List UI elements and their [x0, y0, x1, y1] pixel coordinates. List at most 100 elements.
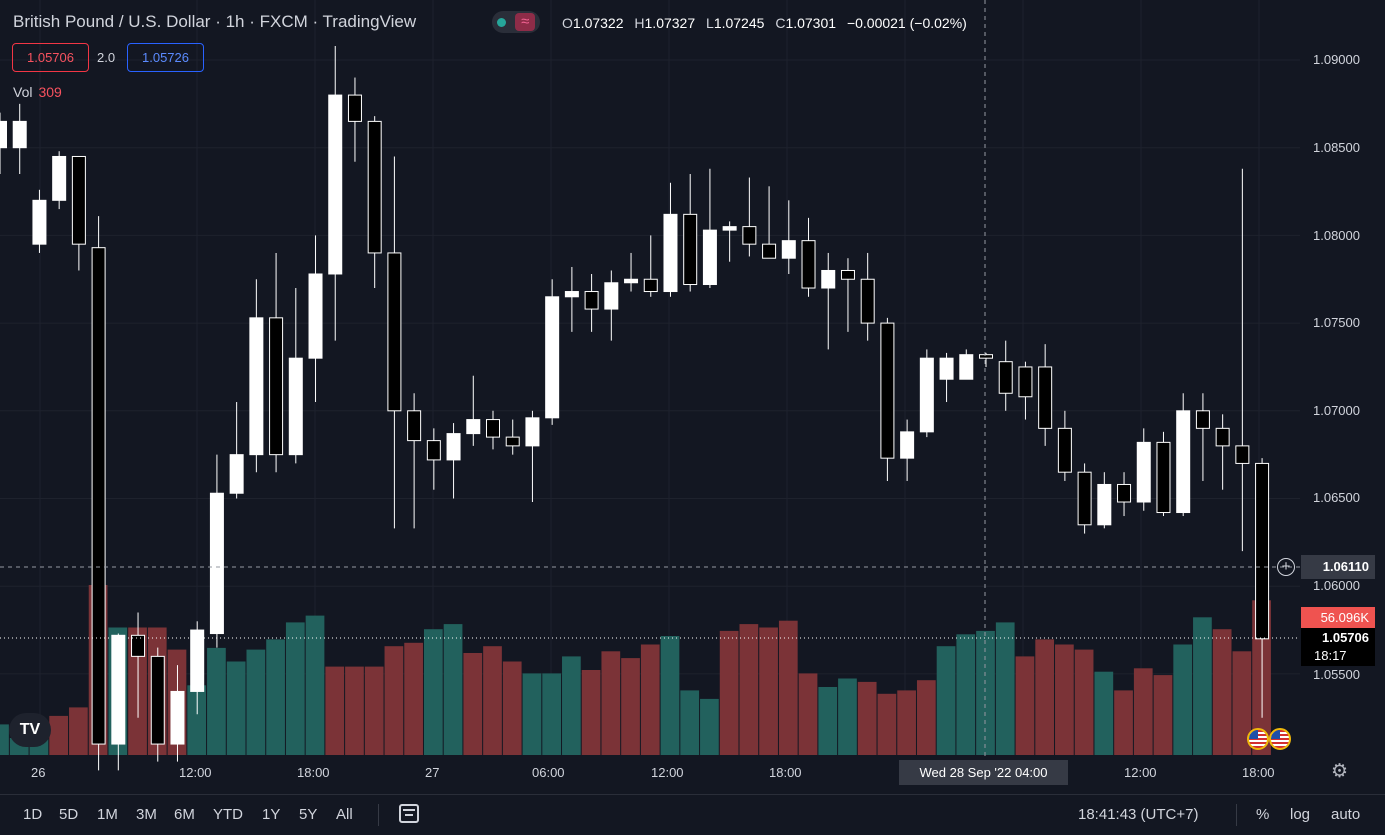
candle-body — [1018, 366, 1033, 398]
volume-legend[interactable]: Vol 309 — [13, 84, 62, 100]
ohlc-legend: O1.07322 H1.07327 L1.07245 C1.07301 −0.0… — [562, 15, 974, 31]
range-5y-button[interactable]: 5Y — [299, 806, 318, 823]
candle-body — [959, 354, 974, 380]
range-ytd-button[interactable]: YTD — [213, 806, 243, 823]
volume-bar — [285, 622, 305, 755]
candle-body — [1077, 471, 1092, 526]
time-tick: 12:00 — [179, 765, 212, 780]
high-label: H — [634, 15, 645, 31]
candle-body — [821, 269, 836, 289]
market-status[interactable]: ≈ — [492, 11, 540, 33]
candle-body — [939, 357, 954, 380]
volume-bar — [838, 678, 857, 755]
candle-body — [1176, 410, 1191, 514]
change-value: −0.00021 (−0.02%) — [846, 15, 967, 31]
candle-body — [328, 94, 343, 275]
candle-body — [880, 322, 895, 459]
price-tick: 1.07000 — [1313, 403, 1360, 418]
range-1d-button[interactable]: 1D — [23, 806, 43, 823]
time-tick: 06:00 — [532, 765, 565, 780]
candle-body — [801, 240, 816, 289]
range-5d-button[interactable]: 5D — [59, 806, 79, 823]
candle-body — [288, 357, 303, 456]
volume-bar — [246, 649, 266, 755]
candle-body — [387, 252, 402, 412]
candle-body — [1097, 483, 1112, 526]
us-flag-icon[interactable] — [1269, 728, 1291, 750]
us-flag-icon[interactable] — [1247, 728, 1269, 750]
sell-button[interactable]: 1.05706 — [12, 43, 89, 72]
spread-value: 2.0 — [97, 50, 116, 65]
volume-bar — [502, 661, 522, 755]
last-price-value: 1.05706 — [1322, 630, 1369, 645]
range-3m-button[interactable]: 3M — [136, 806, 157, 823]
open-label: O — [562, 15, 573, 31]
volume-bar — [621, 658, 640, 755]
candle-body — [71, 155, 86, 245]
volume-bar — [1173, 644, 1193, 755]
log-scale-toggle[interactable]: log — [1290, 806, 1311, 823]
range-6m-button[interactable]: 6M — [174, 806, 195, 823]
volume-bar — [719, 630, 739, 755]
symbol-title[interactable]: British Pound / U.S. Dollar · 1h · FXCM … — [13, 12, 417, 31]
buy-button[interactable]: 1.05726 — [127, 43, 204, 72]
volume-bar — [266, 639, 285, 755]
candle-body — [564, 291, 579, 298]
gear-icon[interactable]: ⚙ — [1331, 761, 1349, 782]
candle-body — [525, 417, 540, 447]
candle-body — [1136, 441, 1151, 503]
range-1y-button[interactable]: 1Y — [262, 806, 281, 823]
volume-bar — [976, 630, 995, 755]
volume-bar — [897, 690, 916, 755]
volume-bar — [680, 690, 700, 755]
candle-body — [781, 240, 796, 259]
candle-body — [1117, 483, 1132, 503]
volume-bar — [207, 647, 226, 755]
volume-bar — [1232, 651, 1252, 755]
candle-body — [170, 690, 185, 745]
goto-date-icon[interactable] — [399, 804, 419, 823]
candle-body — [111, 634, 126, 745]
candle-body — [604, 282, 619, 310]
auto-scale-toggle[interactable]: auto — [1331, 806, 1361, 823]
range-1m-button[interactable]: 1M — [97, 806, 118, 823]
candle-body — [919, 357, 934, 433]
volume-bar — [936, 646, 956, 755]
volume-bar — [700, 698, 719, 755]
candle-body — [190, 629, 205, 692]
volume-bar — [0, 724, 9, 755]
volume-bar — [542, 673, 562, 755]
volume-bar — [1212, 629, 1232, 755]
add-alert-icon[interactable]: + — [1277, 558, 1295, 576]
candle-body — [426, 440, 441, 461]
candle-body — [1235, 445, 1250, 464]
volume-bar — [1094, 671, 1114, 755]
chart-canvas[interactable] — [0, 0, 1385, 795]
price-tick: 1.08000 — [1313, 228, 1360, 243]
crosshair-price-label: 1.06110 — [1301, 555, 1375, 579]
price-tick: 1.05500 — [1313, 667, 1360, 682]
candle-body — [624, 278, 639, 284]
time-tick: 18:00 — [297, 765, 330, 780]
time-tick: 12:00 — [1124, 765, 1157, 780]
candle-body — [742, 226, 757, 245]
timezone-clock[interactable]: 18:41:43 (UTC+7) — [1078, 806, 1199, 823]
volume-bar — [916, 680, 936, 755]
close-label: C — [775, 15, 786, 31]
percent-scale-toggle[interactable]: % — [1256, 806, 1270, 823]
price-tick: 1.06500 — [1313, 490, 1360, 505]
candle-body — [0, 120, 7, 149]
close-value: 1.07301 — [785, 15, 837, 31]
volume-bar — [187, 685, 207, 755]
range-all-button[interactable]: All — [336, 806, 353, 823]
candle-body — [229, 454, 244, 494]
candle-body — [584, 291, 599, 310]
candle-body — [407, 410, 422, 442]
low-label: L — [706, 15, 714, 31]
candle-body — [900, 431, 915, 459]
candle-body — [308, 273, 323, 359]
candle-body — [1156, 441, 1171, 514]
volume-bar — [1074, 649, 1094, 755]
tradingview-logo[interactable]: TV — [9, 713, 51, 747]
candle-body — [643, 278, 658, 293]
